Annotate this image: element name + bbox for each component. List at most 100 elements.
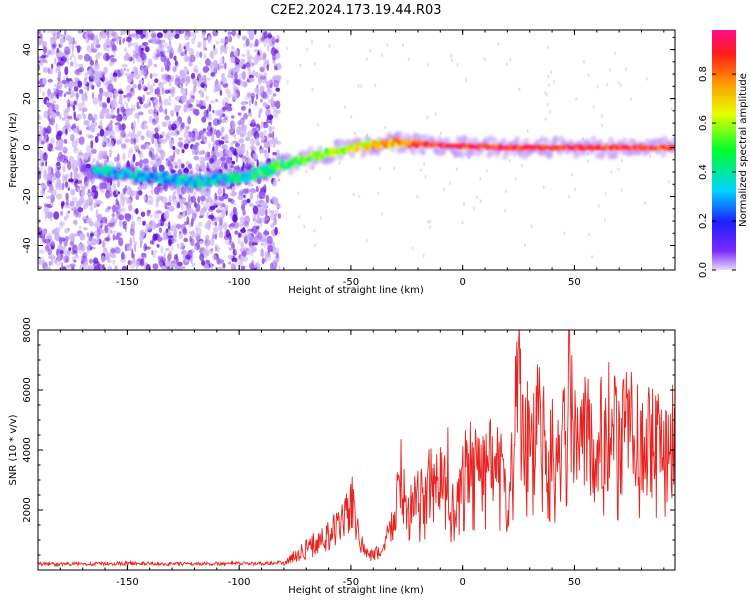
noise-speck xyxy=(183,131,190,139)
noise-speck xyxy=(168,205,175,212)
noise-speck xyxy=(178,137,183,141)
noise-speck xyxy=(42,184,47,189)
noise-speck xyxy=(108,30,114,35)
noise-speck xyxy=(161,87,165,95)
snr-series xyxy=(38,330,675,568)
noise-speck xyxy=(592,105,595,109)
noise-speck xyxy=(47,266,51,270)
noise-speck xyxy=(260,248,264,257)
noise-speck xyxy=(275,74,280,81)
noise-speck xyxy=(257,232,263,240)
noise-speck xyxy=(377,191,380,196)
noise-speck xyxy=(73,259,77,263)
noise-speck xyxy=(169,48,175,57)
noise-speck xyxy=(215,60,218,65)
noise-speck xyxy=(174,239,177,243)
noise-speck xyxy=(237,79,241,86)
noise-speck xyxy=(158,96,162,103)
noise-speck xyxy=(169,32,176,38)
noise-speck xyxy=(212,146,215,152)
noise-speck xyxy=(38,38,44,45)
noise-speck xyxy=(65,91,72,95)
noise-speck xyxy=(153,98,159,105)
noise-speck xyxy=(179,198,186,204)
noise-speck xyxy=(101,141,105,145)
noise-speck xyxy=(238,138,245,144)
noise-speck xyxy=(137,83,142,91)
noise-speck xyxy=(165,266,170,270)
noise-speck xyxy=(209,205,216,211)
noise-speck xyxy=(140,52,146,61)
noise-speck xyxy=(217,207,220,215)
noise-speck xyxy=(101,216,108,224)
noise-speck xyxy=(357,84,360,88)
noise-speck xyxy=(189,91,195,97)
noise-speck xyxy=(100,188,105,194)
noise-speck xyxy=(271,36,276,45)
noise-speck xyxy=(158,81,165,88)
noise-speck xyxy=(53,57,57,65)
noise-speck xyxy=(84,72,89,78)
noise-speck xyxy=(617,167,620,172)
noise-speck xyxy=(156,32,163,39)
noise-speck xyxy=(65,128,68,135)
noise-speck xyxy=(233,257,237,263)
noise-speck xyxy=(80,153,85,162)
y-tick-label: 6000 xyxy=(22,377,33,402)
noise-speck xyxy=(350,115,353,119)
noise-speck xyxy=(223,134,229,143)
noise-speck xyxy=(505,62,508,66)
noise-speck xyxy=(252,218,256,222)
noise-speck xyxy=(270,47,277,56)
noise-speck xyxy=(129,228,135,236)
noise-speck xyxy=(206,125,213,132)
noise-speck xyxy=(272,244,276,250)
noise-speck xyxy=(604,191,607,196)
snr-ticks: -150 -100 -50 0 50 2000 4000 6000 8000 xyxy=(22,317,675,588)
noise-speck xyxy=(222,101,225,106)
noise-speck xyxy=(231,120,236,129)
x-tick-label: -100 xyxy=(228,277,251,288)
noise-speck xyxy=(109,92,113,99)
noise-speck xyxy=(250,78,255,82)
noise-speck xyxy=(73,210,78,215)
noise-speck xyxy=(107,123,113,132)
noise-speck xyxy=(71,43,75,53)
noise-speck xyxy=(82,227,88,231)
noise-speck xyxy=(200,105,207,110)
noise-speck xyxy=(272,178,276,187)
noise-speck xyxy=(163,211,170,220)
noise-speck xyxy=(69,61,74,67)
noise-speck xyxy=(90,140,94,149)
noise-speck xyxy=(617,81,620,85)
noise-speck xyxy=(77,210,82,218)
snr-line xyxy=(38,330,675,568)
noise-speck xyxy=(272,56,276,64)
noise-speck xyxy=(262,94,269,100)
noise-speck xyxy=(81,255,86,264)
noise-speck xyxy=(107,83,114,93)
noise-speck xyxy=(74,69,80,75)
colorbar-tick-label: 0.6 xyxy=(698,115,709,131)
noise-speck xyxy=(183,265,186,270)
noise-speck xyxy=(263,216,270,222)
noise-speck xyxy=(38,227,43,236)
noise-speck xyxy=(192,77,198,85)
noise-speck xyxy=(44,238,51,244)
noise-speck xyxy=(107,265,112,270)
noise-speck xyxy=(58,70,62,78)
noise-speck xyxy=(103,52,110,62)
noise-speck xyxy=(86,153,91,157)
noise-speck xyxy=(42,58,48,64)
noise-speck xyxy=(261,258,265,265)
noise-speck xyxy=(165,108,168,116)
noise-speck xyxy=(45,195,52,199)
y-tick-label: 20 xyxy=(22,92,33,105)
noise-speck xyxy=(61,79,67,85)
noise-speck xyxy=(360,84,363,88)
noise-speck xyxy=(100,110,104,120)
noise-speck xyxy=(128,108,133,115)
noise-speck xyxy=(135,30,139,35)
noise-speck xyxy=(272,260,278,269)
noise-speck xyxy=(422,253,425,258)
